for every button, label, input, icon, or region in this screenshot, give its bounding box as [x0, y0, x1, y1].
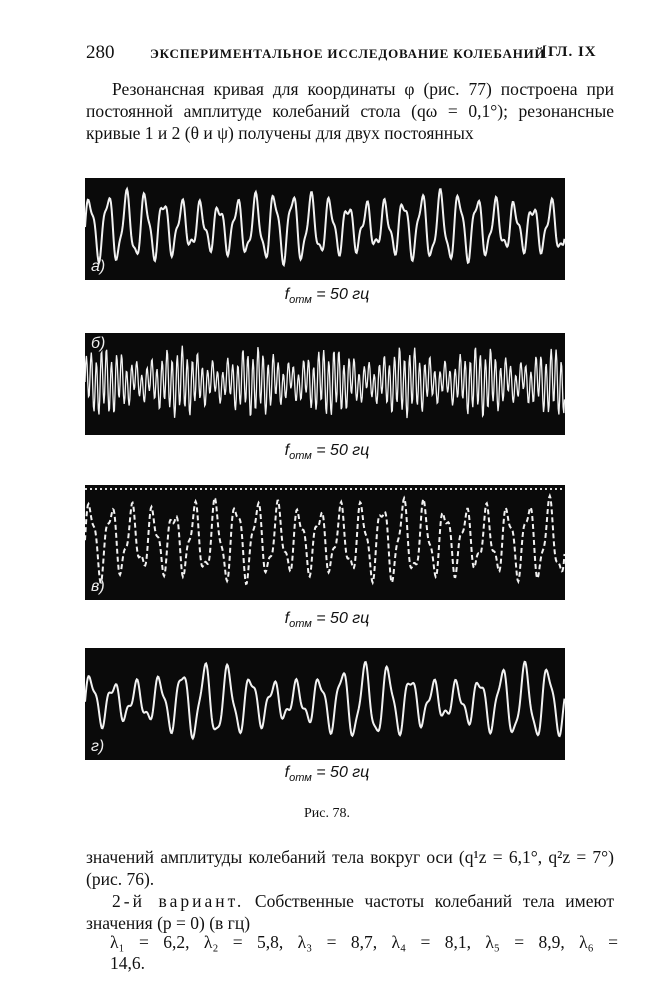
top-paragraph: Резонансная кривая для координаты φ (рис… [86, 78, 614, 144]
frequency-label-c: fотм = 50 гц [284, 610, 370, 631]
paragraph-text: значений амплитуды колебаний тела вокруг… [86, 847, 614, 889]
frequency-equation: λ₁ = 6,2, λ₂ = 5,8, λ₃ = 8,7, λ₄ = 8,1, … [110, 932, 618, 973]
paragraph-text: Резонансная кривая для координаты φ (рис… [86, 79, 614, 143]
trace-a [85, 186, 565, 268]
waveform-trace [85, 345, 565, 419]
running-title: ЭКСПЕРИМЕНТАЛЬНОЕ ИССЛЕДОВАНИЕ КОЛЕБАНИЙ [150, 46, 546, 61]
frequency-label-a: fотм = 50 гц [284, 286, 370, 307]
waveform-trace [85, 186, 565, 268]
frequency-label-b: fотм = 50 гц [284, 442, 370, 463]
bottom-paragraph: значений амплитуды колебаний тела вокруг… [86, 846, 614, 934]
frequency-label-d: fотм = 50 гц [284, 764, 370, 785]
oscillogram-a: а) [85, 178, 565, 280]
waveform-trace [85, 660, 565, 741]
trace-d [85, 660, 565, 741]
oscillogram-c: в) [85, 485, 565, 600]
page-number: 280 [86, 42, 115, 63]
panel-letter: г) [91, 738, 105, 755]
chapter-marker: [ГЛ. IX [542, 44, 597, 60]
panel-letter: а) [91, 258, 106, 275]
panel-letter: в) [91, 578, 105, 595]
oscillogram-d: г) [85, 648, 565, 760]
trace-c [85, 488, 565, 586]
trace-b [85, 345, 565, 419]
panel-letter: б) [91, 335, 106, 352]
oscillogram-b: б) [85, 333, 565, 435]
paragraph-text: 2-й вариант. Собственные частоты колебан… [86, 891, 614, 933]
waveform-trace [85, 493, 565, 586]
figure-caption: Рис. 78. [304, 806, 350, 821]
